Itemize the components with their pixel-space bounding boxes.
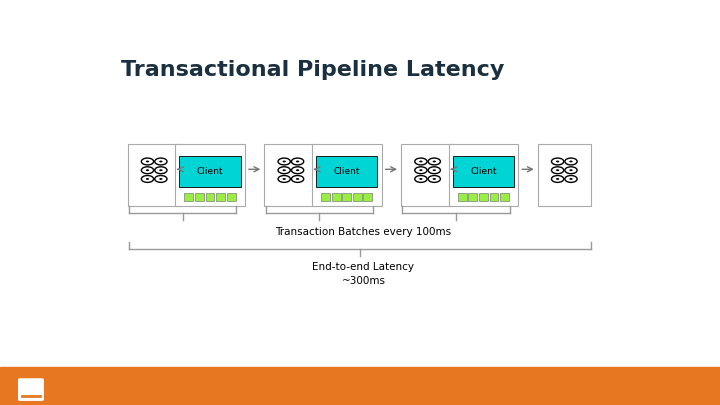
Circle shape bbox=[296, 169, 300, 171]
FancyBboxPatch shape bbox=[479, 193, 488, 201]
FancyBboxPatch shape bbox=[205, 193, 215, 201]
Text: Lightbend: Lightbend bbox=[55, 382, 114, 395]
FancyBboxPatch shape bbox=[264, 144, 318, 206]
Circle shape bbox=[145, 169, 149, 171]
FancyBboxPatch shape bbox=[179, 156, 240, 187]
Circle shape bbox=[556, 160, 559, 162]
Text: Client: Client bbox=[333, 166, 360, 176]
Circle shape bbox=[145, 160, 149, 162]
Circle shape bbox=[159, 169, 163, 171]
Text: Client: Client bbox=[470, 166, 497, 176]
FancyBboxPatch shape bbox=[401, 144, 454, 206]
FancyBboxPatch shape bbox=[332, 193, 341, 201]
Circle shape bbox=[433, 169, 436, 171]
Circle shape bbox=[282, 169, 286, 171]
FancyBboxPatch shape bbox=[312, 144, 382, 206]
Circle shape bbox=[556, 178, 559, 180]
FancyBboxPatch shape bbox=[538, 144, 591, 206]
Circle shape bbox=[570, 160, 572, 162]
Circle shape bbox=[556, 169, 559, 171]
Text: Client: Client bbox=[197, 166, 223, 176]
FancyBboxPatch shape bbox=[316, 156, 377, 187]
Circle shape bbox=[419, 160, 423, 162]
Text: 44: 44 bbox=[683, 382, 698, 395]
Circle shape bbox=[570, 178, 572, 180]
Circle shape bbox=[159, 160, 163, 162]
FancyBboxPatch shape bbox=[342, 193, 351, 201]
FancyBboxPatch shape bbox=[195, 193, 204, 201]
FancyBboxPatch shape bbox=[458, 193, 467, 201]
Circle shape bbox=[419, 178, 423, 180]
Text: Transactional Pipeline Latency: Transactional Pipeline Latency bbox=[121, 60, 504, 79]
Circle shape bbox=[296, 160, 300, 162]
Text: Transaction Batches every 100ms: Transaction Batches every 100ms bbox=[275, 227, 451, 237]
FancyBboxPatch shape bbox=[364, 193, 372, 201]
Circle shape bbox=[419, 169, 423, 171]
Circle shape bbox=[433, 178, 436, 180]
FancyBboxPatch shape bbox=[453, 156, 514, 187]
Circle shape bbox=[282, 178, 286, 180]
FancyBboxPatch shape bbox=[490, 193, 498, 201]
FancyBboxPatch shape bbox=[227, 193, 235, 201]
FancyBboxPatch shape bbox=[321, 193, 330, 201]
Text: End-to-end Latency
~300ms: End-to-end Latency ~300ms bbox=[312, 262, 415, 286]
FancyBboxPatch shape bbox=[353, 193, 361, 201]
Circle shape bbox=[145, 178, 149, 180]
FancyBboxPatch shape bbox=[449, 144, 518, 206]
Circle shape bbox=[433, 160, 436, 162]
FancyBboxPatch shape bbox=[127, 144, 181, 206]
FancyBboxPatch shape bbox=[468, 193, 477, 201]
FancyBboxPatch shape bbox=[500, 193, 509, 201]
Circle shape bbox=[570, 169, 572, 171]
FancyBboxPatch shape bbox=[216, 193, 225, 201]
Circle shape bbox=[282, 160, 286, 162]
Circle shape bbox=[296, 178, 300, 180]
FancyBboxPatch shape bbox=[184, 193, 193, 201]
FancyBboxPatch shape bbox=[175, 144, 245, 206]
Circle shape bbox=[159, 178, 163, 180]
